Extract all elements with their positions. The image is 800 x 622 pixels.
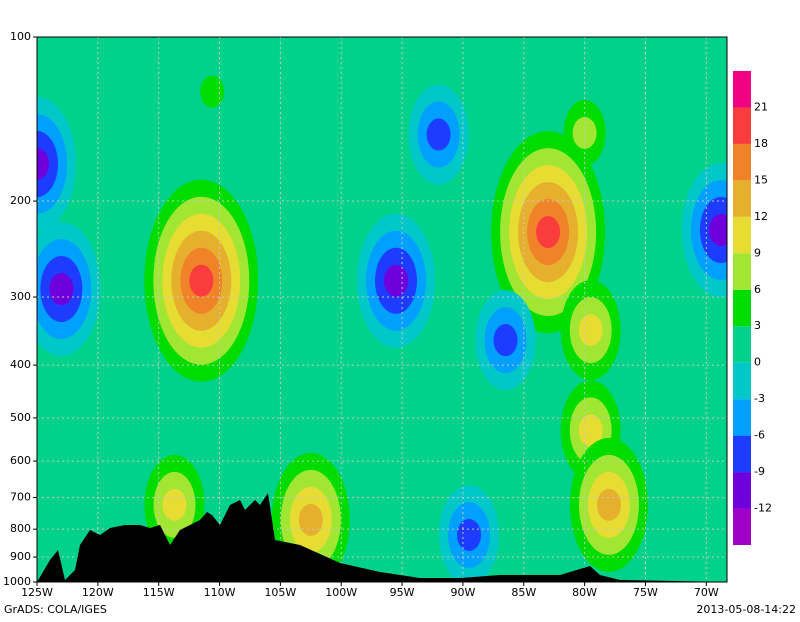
- plot-frame: [36, 36, 728, 583]
- colorbar-swatch: [733, 508, 751, 545]
- contour-band: [493, 324, 518, 357]
- colorbar-swatch: [733, 216, 751, 254]
- colorbar-label: -9: [754, 465, 765, 478]
- y-tick-label: 700: [10, 491, 31, 504]
- credit: GrADS: COLA/IGES: [4, 603, 107, 616]
- y-tick-label: 400: [10, 358, 31, 371]
- colorbar-swatch: [733, 289, 751, 327]
- colorbar-label: 0: [754, 356, 761, 369]
- colorbar-swatch: [733, 253, 751, 290]
- colorbar-label: 12: [754, 210, 768, 223]
- contour-band: [200, 75, 225, 108]
- x-tick-label: 125W: [21, 586, 53, 599]
- y-tick-label: 1000: [3, 575, 31, 588]
- colorbar-swatch: [733, 180, 751, 217]
- contour-band: [189, 264, 214, 297]
- colorbar-label: 6: [754, 283, 761, 296]
- overlay: 125W 120W 115W 110W 105W 100W 95W 90W 85W 80W 75W 7…: [3, 30, 727, 599]
- x-tick-label: 95W: [390, 586, 415, 599]
- terrain: [37, 493, 727, 582]
- contour-band: [457, 519, 482, 552]
- x-tick-label: 80W: [572, 586, 597, 599]
- x-tick-label: 100W: [325, 586, 357, 599]
- colorbar-swatch: [733, 399, 751, 436]
- y-tick-label: 600: [10, 454, 31, 467]
- contour-band: [49, 273, 74, 306]
- colorbar-swatch: [733, 143, 751, 181]
- contour-band: [162, 488, 187, 521]
- x-tick-label: 85W: [511, 586, 536, 599]
- colorbar-swatch: [733, 71, 751, 108]
- colorbar-swatch: [733, 435, 751, 473]
- colorbar-label: 3: [754, 319, 761, 332]
- contour-band: [426, 118, 451, 151]
- colorbar-swatch: [733, 362, 751, 400]
- contour-band: [708, 213, 727, 246]
- contour-band: [596, 488, 621, 521]
- x-tick-label: 75W: [633, 586, 658, 599]
- contour-band: [536, 216, 561, 249]
- colorbar-label: -6: [754, 429, 765, 442]
- y-tick-label: 100: [10, 30, 31, 43]
- contour-band: [383, 264, 408, 297]
- colorbar-label: -12: [754, 502, 772, 515]
- y-tick-label: 800: [10, 522, 31, 535]
- x-tick-label: 120W: [82, 586, 114, 599]
- x-tick-label: 110W: [204, 586, 236, 599]
- contour-band: [37, 147, 49, 180]
- colorbar-label: 18: [754, 137, 768, 150]
- contour-field: [37, 37, 727, 582]
- colorbar-label: 21: [754, 100, 768, 113]
- colorbar-swatch: [733, 472, 751, 509]
- x-tick-label: 90W: [450, 586, 475, 599]
- colorbar-swatch: [733, 326, 751, 363]
- x-tick-label: 70W: [694, 586, 719, 599]
- colorbar-label: 9: [754, 246, 761, 259]
- y-tick-label: 900: [10, 550, 31, 563]
- x-tick-label: 105W: [264, 586, 296, 599]
- y-tick-label: 500: [10, 411, 31, 424]
- colorbar-label: -3: [754, 392, 765, 405]
- y-tick-label: 300: [10, 290, 31, 303]
- contour-band: [578, 314, 603, 347]
- contour-band: [298, 503, 323, 536]
- colorbar-swatch: [733, 107, 751, 144]
- colorbar-label: 15: [754, 173, 768, 186]
- timestamp: 2013-05-08-14:22: [696, 603, 796, 616]
- x-tick-label: 115W: [143, 586, 175, 599]
- y-tick-label: 200: [10, 194, 31, 207]
